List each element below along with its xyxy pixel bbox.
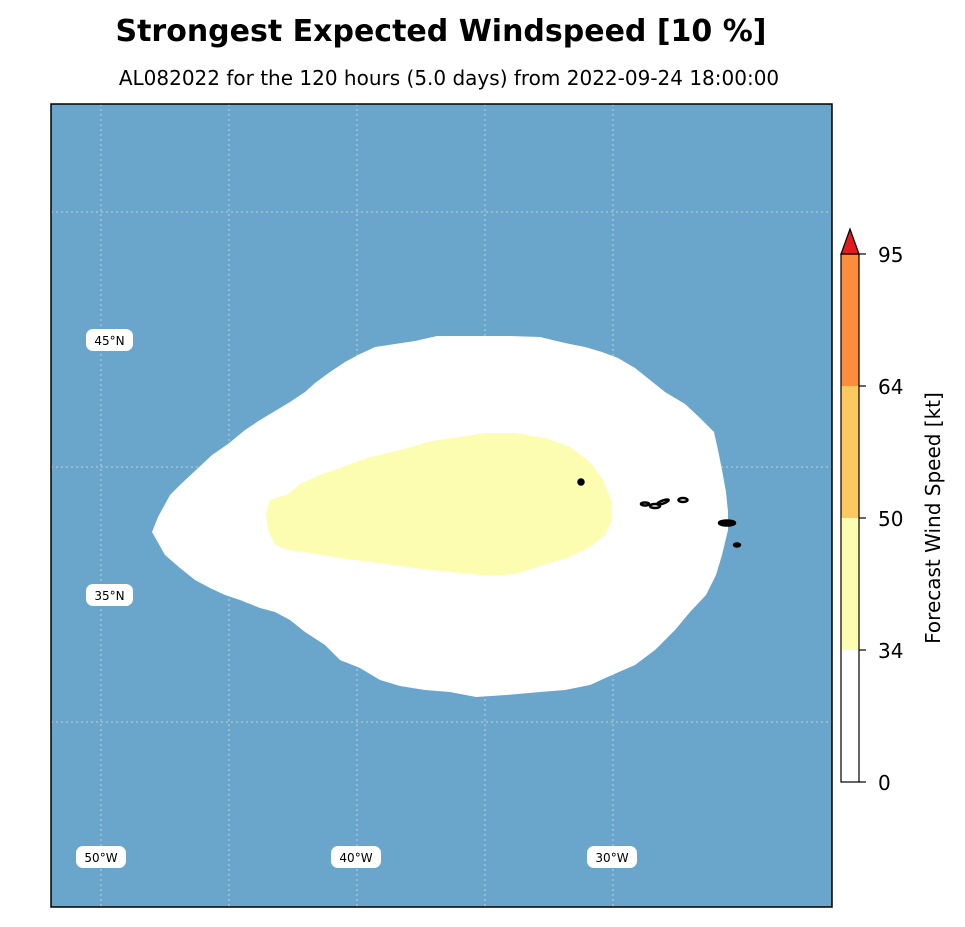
island-faial — [639, 501, 651, 507]
colorbar-band-64-95 — [841, 254, 859, 386]
colorbar-band-50-64 — [841, 386, 859, 518]
swath-50kt — [266, 433, 612, 576]
colorbar-extend-arrow — [840, 227, 860, 255]
lon-label-30w: 30°W — [587, 846, 637, 868]
colorbar-tick-label-0: 0 — [878, 771, 891, 795]
island-terceira — [677, 496, 689, 504]
colorbar-label: Forecast Wind Speed [kt] — [921, 392, 945, 644]
svg-text:40°W: 40°W — [339, 851, 372, 865]
colorbar-band-34-50 — [841, 518, 859, 650]
chart-title: Strongest Expected Windspeed [10 %] — [115, 14, 767, 49]
chart-subtitle: AL082022 for the 120 hours (5.0 days) fr… — [118, 66, 780, 90]
colorbar-tick-label-34: 34 — [878, 639, 903, 663]
colorbar-tick-label-95: 95 — [878, 243, 903, 267]
lat-label-35n: 35°N — [86, 584, 133, 606]
colorbar-tick-label-50: 50 — [878, 507, 903, 531]
island-flores — [577, 478, 585, 486]
colorbar-tick-label-64: 64 — [878, 375, 903, 399]
lon-label-50w: 50°W — [76, 846, 126, 868]
island-sao-jorge — [656, 498, 670, 506]
svg-text:30°W: 30°W — [595, 851, 628, 865]
island-sao-miguel — [717, 519, 737, 527]
map-frame — [50, 103, 833, 908]
svg-text:45°N: 45°N — [94, 334, 124, 348]
colorbar-band-0-34 — [841, 650, 859, 782]
island-pico — [648, 502, 662, 510]
lat-label-45n: 45°N — [86, 329, 133, 351]
svg-text:50°W: 50°W — [84, 851, 117, 865]
island-santa-maria — [732, 542, 742, 548]
lon-label-40w: 40°W — [331, 846, 381, 868]
svg-text:35°N: 35°N — [94, 589, 124, 603]
